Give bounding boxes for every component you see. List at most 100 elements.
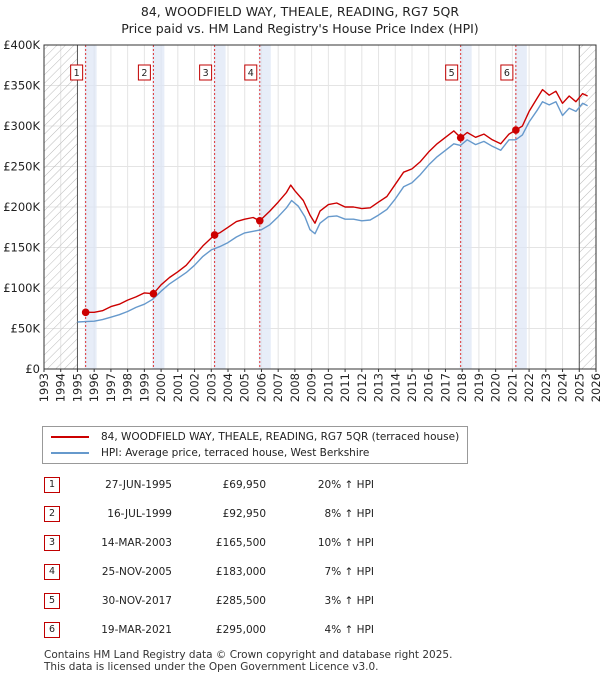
sale-price: £285,500 bbox=[215, 594, 266, 607]
sale-date: 14-MAR-2003 bbox=[101, 536, 172, 549]
table-row: 4 25-NOV-2005 £183,000 7% ↑ HPI bbox=[44, 557, 374, 586]
x-tick-label: 1999 bbox=[137, 373, 151, 402]
sale-point bbox=[456, 133, 465, 142]
x-tick-label: 2017 bbox=[438, 373, 452, 402]
x-tick-label: 2020 bbox=[489, 373, 503, 402]
sale-number-label: 4 bbox=[248, 68, 254, 79]
sale-band bbox=[459, 45, 472, 369]
sale-hpi-change: 3% ↑ HPI bbox=[324, 594, 374, 607]
table-row: 3 14-MAR-2003 £165,500 10% ↑ HPI bbox=[44, 528, 374, 557]
table-row: 5 30-NOV-2017 £285,500 3% ↑ HPI bbox=[44, 586, 374, 615]
legend-item-hpi: HPI: Average price, terraced house, West… bbox=[51, 445, 369, 461]
x-tick-label: 1997 bbox=[104, 373, 118, 402]
sale-number-badge: 6 bbox=[44, 621, 60, 638]
sale-point bbox=[81, 308, 90, 317]
hpi-series-line bbox=[77, 100, 588, 323]
y-tick-label: £200K bbox=[3, 200, 40, 214]
sale-number-box bbox=[500, 64, 514, 81]
sale-date: 16-JUL-1999 bbox=[107, 507, 172, 520]
legend-label-property: 84, WOODFIELD WAY, THEALE, READING, RG7 … bbox=[101, 431, 460, 443]
sale-hpi-change: 7% ↑ HPI bbox=[324, 565, 374, 578]
x-tick-label: 2013 bbox=[372, 373, 386, 402]
x-tick-label: 2024 bbox=[556, 373, 570, 402]
x-tick-label: 2023 bbox=[539, 373, 553, 402]
y-tick-label: £50K bbox=[11, 322, 41, 336]
y-tick-label: £250K bbox=[3, 160, 40, 174]
table-row: 2 16-JUL-1999 £92,950 8% ↑ HPI bbox=[44, 499, 374, 528]
x-tick-label: 2018 bbox=[455, 373, 469, 402]
x-tick-label: 2010 bbox=[321, 373, 335, 402]
chart-title: 84, WOODFIELD WAY, THEALE, READING, RG7 … bbox=[140, 4, 460, 19]
x-tick-label: 2022 bbox=[522, 373, 536, 402]
sale-number-badge: 1 bbox=[44, 476, 60, 493]
x-tick-label: 2005 bbox=[238, 373, 252, 402]
sale-price: £165,500 bbox=[215, 536, 266, 549]
sale-band bbox=[84, 45, 97, 369]
sale-number-box bbox=[70, 64, 84, 81]
hatched-region-after bbox=[579, 45, 596, 369]
legend-swatch-property bbox=[51, 436, 89, 438]
sale-price: £183,000 bbox=[215, 565, 266, 578]
table-row: 6 19-MAR-2021 £295,000 4% ↑ HPI bbox=[44, 615, 374, 644]
x-tick-label: 2016 bbox=[422, 373, 436, 402]
sale-number-box bbox=[244, 64, 258, 81]
x-tick-label: 2026 bbox=[589, 373, 600, 402]
sale-number-label: 3 bbox=[203, 68, 209, 79]
sales-table: 1 27-JUN-1995 £69,950 20% ↑ HPI 2 16-JUL… bbox=[44, 470, 374, 644]
y-tick-label: £300K bbox=[3, 119, 40, 133]
sale-number-label: 6 bbox=[504, 68, 510, 79]
sale-hpi-change: 4% ↑ HPI bbox=[324, 623, 374, 636]
x-tick-label: 2012 bbox=[355, 373, 369, 402]
sale-number-label: 1 bbox=[74, 68, 80, 79]
footer-credits: Contains HM Land Registry data © Crown c… bbox=[44, 649, 452, 673]
sale-point bbox=[210, 231, 219, 239]
sale-hpi-change: 10% ↑ HPI bbox=[317, 536, 374, 549]
y-tick-label: £0 bbox=[25, 362, 40, 376]
x-tick-label: 2021 bbox=[505, 373, 519, 402]
sale-number-badge: 5 bbox=[44, 592, 60, 609]
sale-date: 30-NOV-2017 bbox=[101, 594, 172, 607]
y-tick-label: £400K bbox=[3, 38, 40, 52]
footer-line-1: Contains HM Land Registry data © Crown c… bbox=[44, 649, 453, 661]
x-tick-label: 2003 bbox=[204, 373, 218, 402]
sale-number-box bbox=[199, 64, 213, 81]
sale-price: £92,950 bbox=[222, 507, 266, 520]
sale-point bbox=[149, 289, 158, 298]
sale-point bbox=[255, 216, 264, 225]
footer-line-2: This data is licensed under the Open Gov… bbox=[44, 661, 379, 673]
price-chart: 1 2 3 4 5 6 £0 £50K £100K £150K £200K £250K £300K £35… bbox=[3, 38, 600, 402]
y-tick-label: £150K bbox=[3, 241, 40, 255]
legend-item-property: 84, WOODFIELD WAY, THEALE, READING, RG7 … bbox=[51, 429, 459, 445]
x-tick-label: 1994 bbox=[54, 373, 68, 402]
sale-number-badge: 3 bbox=[44, 534, 60, 551]
x-tick-label: 2004 bbox=[221, 373, 235, 402]
sale-number-badge: 2 bbox=[44, 505, 60, 522]
x-tick-label: 2019 bbox=[472, 373, 486, 402]
sale-number-box bbox=[445, 64, 459, 81]
x-tick-label: 2015 bbox=[405, 373, 419, 402]
table-row: 1 27-JUN-1995 £69,950 20% ↑ HPI bbox=[44, 470, 374, 499]
sale-number-badge: 4 bbox=[44, 563, 60, 580]
y-tick-label: £100K bbox=[3, 281, 40, 295]
legend-swatch-hpi bbox=[51, 452, 89, 454]
hatched-region-before bbox=[44, 45, 78, 369]
sale-date: 27-JUN-1995 bbox=[105, 478, 172, 491]
sale-number-label: 5 bbox=[449, 68, 455, 79]
plot-frame bbox=[43, 44, 597, 370]
legend-label-hpi: HPI: Average price, terraced house, West… bbox=[101, 447, 370, 459]
sale-number-label: 2 bbox=[141, 68, 147, 79]
x-tick-label: 2009 bbox=[305, 373, 319, 402]
sale-date: 19-MAR-2021 bbox=[101, 623, 172, 636]
x-tick-label: 2001 bbox=[171, 373, 185, 402]
sale-date: 25-NOV-2005 bbox=[101, 565, 172, 578]
sale-band bbox=[258, 45, 271, 369]
x-tick-label: 1996 bbox=[87, 373, 101, 402]
x-tick-label: 1993 bbox=[37, 373, 51, 402]
x-tick-label: 2006 bbox=[254, 373, 268, 402]
sale-band bbox=[152, 45, 165, 369]
sale-price: £295,000 bbox=[215, 623, 266, 636]
x-tick-label: 2014 bbox=[388, 373, 402, 402]
x-tick-label: 2008 bbox=[288, 373, 302, 402]
sale-number-box bbox=[137, 64, 151, 81]
chart-subtitle: Price paid vs. HM Land Registry's House … bbox=[121, 21, 479, 36]
